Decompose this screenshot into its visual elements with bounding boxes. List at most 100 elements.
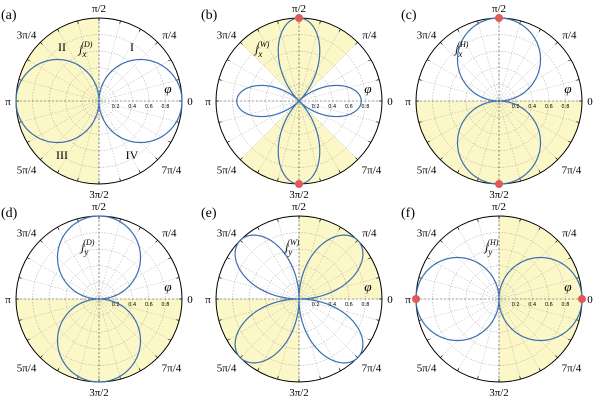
angle-tick [138, 170, 141, 174]
grid-spoke [227, 298, 300, 341]
grid-spoke [257, 298, 300, 371]
grid-spoke [98, 298, 141, 371]
radial-tick-label: 0.6 [145, 302, 153, 308]
grid-spoke [257, 227, 300, 300]
grid-spoke [40, 240, 100, 300]
angle-tick [338, 170, 341, 174]
grid-spoke [77, 218, 100, 300]
radial-tick-label: 0.6 [345, 104, 353, 110]
angle-tick [355, 42, 358, 45]
polar-curve [15, 58, 183, 144]
angle-label: 7π/4 [562, 164, 582, 176]
grid-spoke [227, 100, 300, 143]
phi-axis-label: φ [364, 81, 371, 96]
grid-spoke [298, 100, 371, 143]
angle-tick [538, 226, 541, 230]
grid-spoke [218, 277, 300, 300]
angle-label: 7π/4 [362, 362, 382, 374]
radial-tick-label: 0.4 [328, 302, 336, 308]
angle-label: 3π/2 [289, 387, 309, 399]
quadrant-label: I [130, 40, 134, 54]
angle-tick [368, 140, 372, 143]
grid-spoke [498, 100, 580, 123]
highlight-marker [495, 14, 503, 22]
grid-circle [282, 282, 316, 316]
grid-spoke [298, 42, 358, 102]
angle-tick [138, 226, 141, 230]
angle-label: 7π/4 [562, 362, 582, 374]
angle-tick [338, 368, 341, 372]
angle-tick [368, 59, 372, 62]
grid-spoke [498, 227, 541, 300]
shaded-region [216, 299, 299, 382]
grid-spoke [457, 298, 500, 371]
angle-tick [555, 42, 558, 45]
angle-tick [226, 338, 230, 341]
angle-tick [176, 319, 180, 321]
grid-spoke [98, 42, 158, 102]
angle-label: π [405, 96, 411, 108]
angle-tick [218, 79, 222, 81]
angle-label: 7π/4 [362, 164, 382, 176]
angle-tick [226, 140, 230, 143]
radial-tick-label: 0.2 [512, 302, 520, 308]
phi-axis-label: φ [364, 279, 371, 294]
angle-label: π [5, 294, 11, 306]
angle-tick [457, 28, 460, 32]
radial-tick-label: 0.8 [361, 104, 369, 110]
grid-spoke [27, 59, 100, 102]
grid-spoke [77, 20, 100, 102]
angle-tick [77, 20, 79, 24]
angle-tick [457, 368, 460, 372]
phi-axis-label: φ [164, 279, 171, 294]
angle-tick [319, 20, 321, 24]
grid-spoke [498, 240, 558, 300]
angle-label: π/2 [492, 3, 506, 15]
grid-spoke [298, 79, 380, 102]
angle-label: 0 [187, 294, 193, 306]
grid-spoke [257, 100, 300, 173]
panel-label: (f) [401, 206, 415, 221]
angle-tick [18, 319, 22, 321]
grid-spoke [27, 257, 100, 300]
angle-tick [319, 376, 321, 380]
grid-spoke [277, 298, 300, 380]
radial-tick-label: 0.4 [528, 104, 536, 110]
grid-spoke [477, 218, 500, 300]
angle-tick [319, 218, 321, 222]
grid-spoke [218, 298, 300, 321]
grid-spoke [298, 277, 380, 300]
angle-tick [57, 170, 60, 174]
angle-tick [426, 257, 430, 260]
angle-label: 3π/2 [89, 387, 109, 399]
grid-spoke [98, 20, 121, 102]
radial-tick-label: 0.2 [112, 302, 120, 308]
grid-spoke [298, 227, 341, 300]
angle-tick [138, 368, 141, 372]
grid-spoke [18, 298, 100, 321]
angle-label: π/2 [92, 3, 106, 15]
angle-label: π/4 [362, 228, 377, 240]
grid-spoke [298, 218, 321, 300]
angle-tick [568, 59, 572, 62]
angle-label: π/2 [292, 201, 306, 213]
highlight-marker [412, 295, 420, 303]
angle-tick [218, 319, 222, 321]
angle-tick [40, 240, 43, 243]
grid-spoke [498, 257, 571, 300]
grid-spoke [298, 298, 358, 358]
angle-tick [18, 277, 22, 279]
angle-tick [40, 355, 43, 358]
angle-tick [440, 355, 443, 358]
grid-spoke [298, 240, 358, 300]
angle-tick [519, 376, 521, 380]
grid-spoke [18, 100, 100, 123]
grid-spoke [98, 257, 171, 300]
angle-tick [538, 28, 541, 32]
angle-label: 7π/4 [162, 164, 182, 176]
angle-tick [555, 355, 558, 358]
angle-tick [257, 170, 260, 174]
angle-label: 3π/4 [417, 228, 437, 240]
grid-spoke [298, 100, 358, 160]
